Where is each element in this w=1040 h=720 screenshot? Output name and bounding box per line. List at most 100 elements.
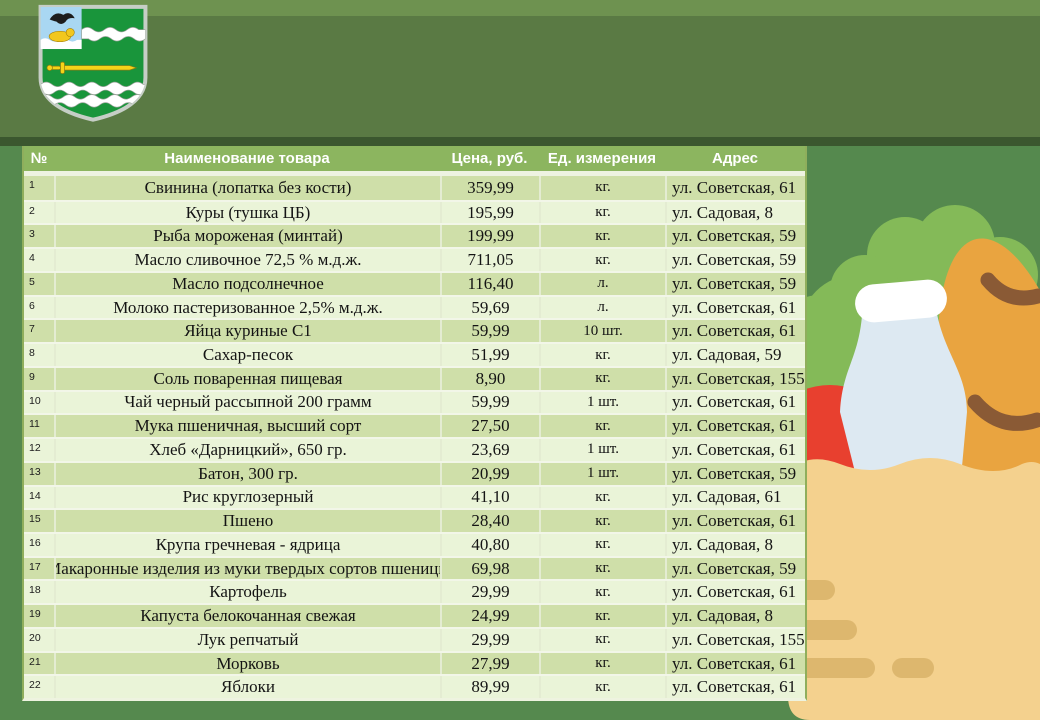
product-unit: 1 шт.: [539, 439, 665, 461]
product-address: ул. Советская, 59: [665, 557, 805, 580]
product-address: ул. Советская, 61: [665, 652, 805, 675]
product-name: Мука пшеничная, высший сорт: [54, 415, 440, 438]
product-unit: кг.: [539, 176, 665, 200]
product-unit: кг.: [539, 581, 665, 604]
row-number: 9: [29, 370, 35, 383]
row-number: 19: [29, 608, 41, 621]
product-unit: кг.: [539, 676, 665, 699]
product-address: ул. Советская, 155: [665, 628, 805, 651]
product-unit: кг.: [539, 225, 665, 248]
product-address: ул. Советская, 59: [665, 462, 805, 485]
product-address: ул. Советская, 61: [665, 391, 805, 414]
top-strip: [0, 0, 1040, 16]
product-unit: кг.: [539, 628, 665, 651]
col-header-name: Наименование товара: [164, 150, 330, 167]
row-number: 21: [29, 655, 41, 668]
product-name: Пшено: [54, 510, 440, 533]
product-unit: кг.: [539, 367, 665, 390]
table-row: 7 Яйца куриные С1 59,99 10 шт. ул. Совет…: [24, 318, 805, 343]
product-price: 29,99: [440, 628, 539, 651]
product-name: Крупа гречневая - ядрица: [54, 534, 440, 556]
product-unit: кг.: [539, 534, 665, 556]
product-unit: 1 шт.: [539, 391, 665, 414]
product-unit: л.: [539, 272, 665, 295]
product-address: ул. Советская, 155: [665, 367, 805, 390]
product-price: 116,40: [440, 272, 539, 295]
coat-of-arms: [38, 4, 148, 122]
table-row: 6 Молоко пастеризованное 2,5% м.д.ж. 59,…: [24, 294, 805, 319]
row-number: 12: [29, 442, 41, 455]
product-address: ул. Советская, 61: [665, 581, 805, 604]
table-row: 4 Масло сливочное 72,5 % м.д.ж. 711,05 к…: [24, 247, 805, 271]
table-row: 12 Хлеб «Дарницкий», 650 гр. 23,69 1 шт.…: [24, 437, 805, 461]
wavy-stripe-bottom-2: [40, 94, 146, 108]
product-name: Сахар-песок: [54, 344, 440, 366]
row-number: 15: [29, 513, 41, 526]
product-name: Батон, 300 гр.: [54, 462, 440, 485]
product-unit: кг.: [539, 415, 665, 438]
product-unit: кг.: [539, 344, 665, 366]
product-unit: л.: [539, 296, 665, 319]
product-name: Свинина (лопатка без кости): [54, 176, 440, 200]
grocery-bag-illustration: [770, 205, 1040, 720]
product-unit: 1 шт.: [539, 462, 665, 485]
row-number: 10: [29, 394, 41, 407]
table-header-row: № Наименование товара Цена, руб. Ед. изм…: [24, 146, 805, 176]
product-price: 29,99: [440, 581, 539, 604]
product-address: ул. Советская, 61: [665, 676, 805, 699]
row-number: 14: [29, 489, 41, 502]
product-address: ул. Советская, 61: [665, 415, 805, 438]
product-name: Масло сливочное 72,5 % м.д.ж.: [54, 249, 440, 271]
row-number: 4: [29, 252, 35, 265]
product-address: ул. Садовая, 61: [665, 486, 805, 509]
product-price: 41,10: [440, 486, 539, 509]
product-address: ул. Советская, 59: [665, 225, 805, 248]
row-number: 5: [29, 275, 35, 288]
canton-ground: [40, 38, 82, 50]
product-unit: кг.: [539, 652, 665, 675]
table-row: 21 Морковь 27,99 кг. ул. Советская, 61: [24, 650, 805, 675]
product-address: ул. Садовая, 8: [665, 534, 805, 556]
product-price: 59,99: [440, 320, 539, 343]
table-row: 19 Капуста белокочанная свежая 24,99 кг.…: [24, 603, 805, 627]
table-row: 8 Сахар-песок 51,99 кг. ул. Садовая, 59: [24, 342, 805, 366]
row-number: 22: [29, 679, 41, 692]
lion-icon: [48, 28, 75, 43]
table-row: 22 Яблоки 89,99 кг. ул. Советская, 61: [24, 674, 805, 699]
product-address: ул. Садовая, 59: [665, 344, 805, 366]
row-number: 20: [29, 631, 41, 644]
product-address: ул. Советская, 61: [665, 296, 805, 319]
product-name: Соль поваренная пищевая: [54, 367, 440, 390]
product-price: 40,80: [440, 534, 539, 556]
product-name: Яйца куриные С1: [54, 320, 440, 343]
eagle-icon: [49, 13, 75, 24]
col-header-unit: Ед. измерения: [547, 150, 657, 167]
product-name: Картофель: [54, 581, 440, 604]
table-row: 2 Куры (тушка ЦБ) 195,99 кг. ул. Садовая…: [24, 199, 805, 224]
product-price: 59,69: [440, 296, 539, 319]
sword-icon: [46, 61, 138, 74]
product-address: ул. Советская, 59: [665, 249, 805, 271]
product-price: 8,90: [440, 367, 539, 390]
product-address: ул. Садовая, 8: [665, 201, 805, 224]
product-name: Капуста белокочанная свежая: [54, 605, 440, 627]
row-number: 6: [29, 299, 35, 312]
row-number: 11: [29, 418, 40, 431]
price-table: № Наименование товара Цена, руб. Ед. изм…: [22, 146, 807, 702]
product-name: Рыба мороженая (минтай): [54, 225, 440, 248]
product-name: Масло подсолнечное: [54, 272, 440, 295]
table-row: 15 Пшено 28,40 кг. ул. Советская, 61: [24, 508, 805, 533]
product-name: Яблоки: [54, 676, 440, 699]
product-price: 195,99: [440, 201, 539, 224]
product-name: Молоко пастеризованное 2,5% м.д.ж.: [54, 296, 440, 319]
paper-bag-icon: [788, 458, 1040, 720]
table-row: 5 Масло подсолнечное 116,40 л. ул. Совет…: [24, 270, 805, 295]
product-price: 28,40: [440, 510, 539, 533]
product-name: Морковь: [54, 652, 440, 675]
table-row: 20 Лук репчатый 29,99 кг. ул. Советская,…: [24, 626, 805, 651]
col-header-price: Цена, руб.: [451, 150, 528, 167]
product-price: 199,99: [440, 225, 539, 248]
product-price: 59,99: [440, 391, 539, 414]
row-number: 8: [29, 347, 35, 360]
